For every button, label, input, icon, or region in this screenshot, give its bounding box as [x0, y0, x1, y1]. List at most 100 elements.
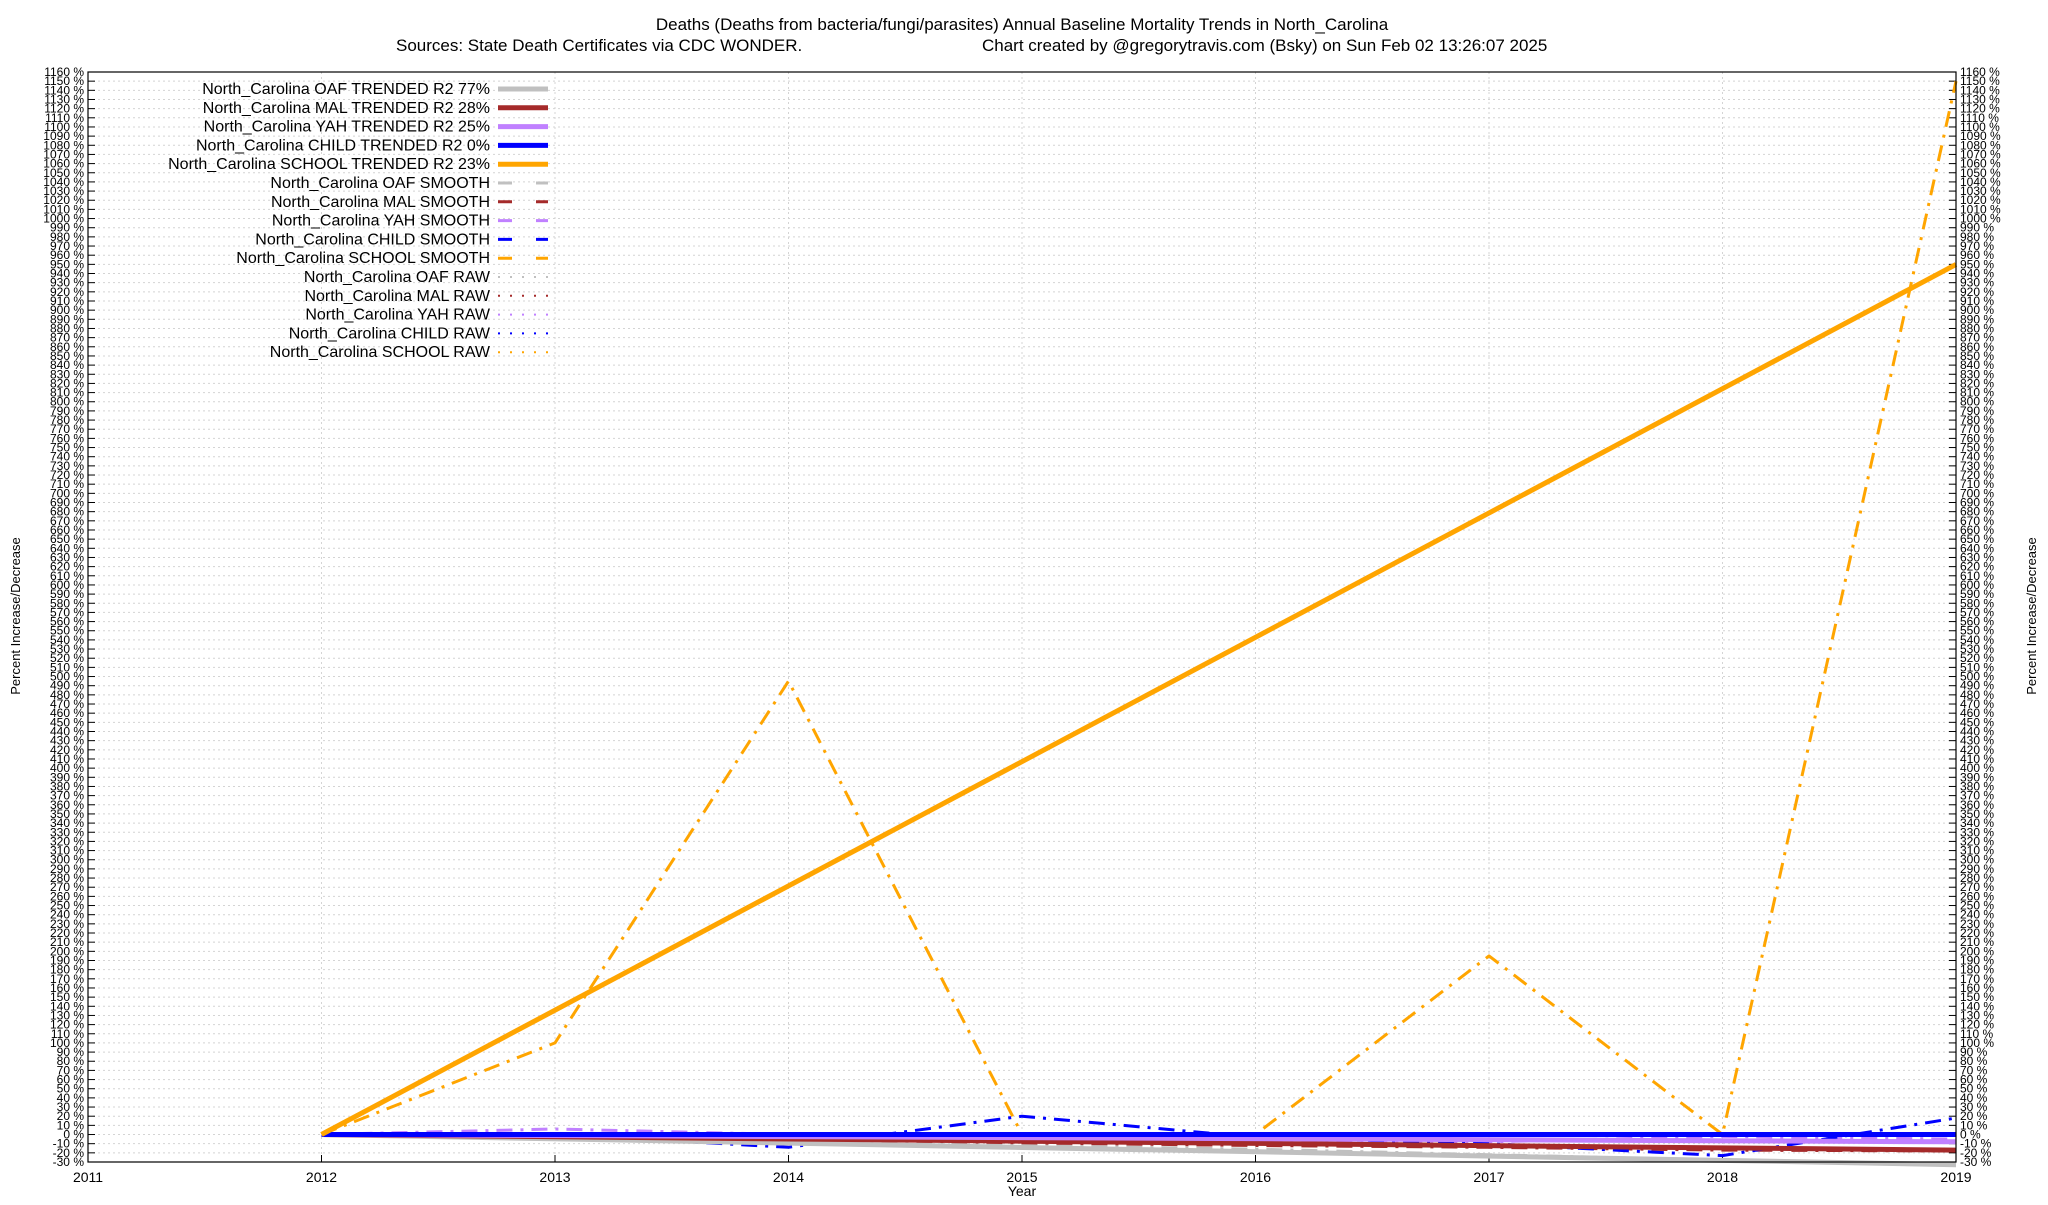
y-axis-label: Percent Increase/Decrease: [8, 537, 23, 695]
y-tick-label: 360 %: [50, 798, 84, 812]
y-tick-label: 660 %: [50, 523, 84, 537]
y-tick-label-right: 100 %: [1960, 1036, 1994, 1050]
y-tick-label-right: 260 %: [1960, 889, 1994, 903]
y-tick-label: 1040 %: [43, 175, 84, 189]
y-tick-label: 800 %: [50, 395, 84, 409]
y-tick-label-right: 590 %: [1960, 587, 1994, 601]
y-tick-label: 1020 %: [43, 193, 84, 207]
y-tick-label-right: 830 %: [1960, 367, 1994, 381]
y-tick-label: 970 %: [50, 239, 84, 253]
y-tick-label: 10 %: [57, 1118, 85, 1132]
y-tick-label: 240 %: [50, 908, 84, 922]
y-tick-label: 200 %: [50, 944, 84, 958]
y-tick-label: 920 %: [50, 285, 84, 299]
y-tick-label: 320 %: [50, 834, 84, 848]
y-axis-label-right: Percent Increase/Decrease: [2024, 537, 2039, 695]
y-tick-label: 860 %: [50, 340, 84, 354]
y-tick-label-right: 150 %: [1960, 990, 1994, 1004]
y-tick-label-right: 600 %: [1960, 578, 1994, 592]
y-tick-label: 600 %: [50, 578, 84, 592]
y-tick-label: 500 %: [50, 670, 84, 684]
y-tick-label-right: 720 %: [1960, 468, 1994, 482]
y-tick-label: 340 %: [50, 816, 84, 830]
series-line-child-smooth: [321, 1114, 1957, 1158]
legend-label: North_Carolina SCHOOL RAW: [270, 344, 491, 361]
y-tick-label: 1010 %: [43, 202, 84, 216]
y-tick-label-right: 330 %: [1960, 825, 1994, 839]
y-tick-label: 850 %: [50, 349, 84, 363]
y-tick-label-right: 220 %: [1960, 926, 1994, 940]
y-tick-label: 520 %: [50, 651, 84, 665]
x-tick-label: 2019: [1940, 1169, 1971, 1185]
y-tick-label: 310 %: [50, 844, 84, 858]
y-tick-label-right: 710 %: [1960, 477, 1994, 491]
y-tick-label-right: 510 %: [1960, 660, 1994, 674]
y-tick-label-right: 1080 %: [1960, 138, 2001, 152]
y-tick-label-right: 70 %: [1960, 1063, 1988, 1077]
y-tick-label-right: 870 %: [1960, 331, 1994, 345]
y-tick-label: 740 %: [50, 450, 84, 464]
y-tick-label-right: 1140 %: [1960, 83, 2000, 97]
y-tick-label-right: 550 %: [1960, 624, 1994, 638]
y-tick-label: 700 %: [50, 486, 84, 500]
y-tick-label: 450 %: [50, 715, 84, 729]
y-tick-label-right: 650 %: [1960, 532, 1994, 546]
y-tick-label: 440 %: [50, 724, 84, 738]
y-tick-label-right: 610 %: [1960, 569, 1994, 583]
y-tick-label-right: 1050 %: [1960, 166, 2001, 180]
y-tick-label: 610 %: [50, 569, 84, 583]
y-tick-label-right: 50 %: [1960, 1082, 1988, 1096]
y-tick-label-right: 430 %: [1960, 734, 1994, 748]
legend-label: North_Carolina YAH SMOOTH: [272, 213, 490, 230]
y-tick-label: 460 %: [50, 706, 84, 720]
y-tick-label: 380 %: [50, 779, 84, 793]
y-tick-label-right: 130 %: [1960, 1008, 1994, 1022]
y-tick-label-right: 840 %: [1960, 358, 1994, 372]
y-tick-label-right: 980 %: [1960, 230, 1994, 244]
x-tick-label: 2017: [1473, 1169, 1504, 1185]
y-tick-label: 690 %: [50, 496, 84, 510]
y-tick-label-right: 580 %: [1960, 596, 1994, 610]
y-tick-label-right: 1020 %: [1960, 193, 2001, 207]
y-tick-label-right: 460 %: [1960, 706, 1994, 720]
legend-label: North_Carolina SCHOOL SMOOTH: [236, 250, 490, 267]
y-tick-label-right: 1040 %: [1960, 175, 2001, 189]
y-tick-label: 780 %: [50, 413, 84, 427]
y-tick-label: 890 %: [50, 312, 84, 326]
y-tick-label: 820 %: [50, 376, 84, 390]
y-tick-label: 720 %: [50, 468, 84, 482]
y-tick-label: 270 %: [50, 880, 84, 894]
y-tick-label-right: 380 %: [1960, 779, 1994, 793]
x-tick-label: 2012: [306, 1169, 337, 1185]
y-tick-label-right: 900 %: [1960, 303, 1994, 317]
chart-subtitle-left: Sources: State Death Certificates via CD…: [396, 36, 802, 55]
y-tick-label: 830 %: [50, 367, 84, 381]
y-tick-label: 280 %: [50, 871, 84, 885]
y-tick-label-right: 1010 %: [1960, 202, 2001, 216]
y-tick-label: 790 %: [50, 404, 84, 418]
y-tick-label-right: 1130 %: [1960, 92, 2000, 106]
y-tick-label: 560 %: [50, 615, 84, 629]
x-tick-label: 2011: [73, 1169, 103, 1185]
y-tick-label-right: 810 %: [1960, 386, 1994, 400]
y-tick-label: 940 %: [50, 267, 84, 281]
y-tick-label: 220 %: [50, 926, 84, 940]
y-tick-label: 770 %: [50, 422, 84, 436]
y-tick-label: 1090 %: [43, 129, 84, 143]
y-tick-label: 950 %: [50, 257, 84, 271]
y-tick-label: 40 %: [57, 1091, 85, 1105]
x-tick-label: 2018: [1707, 1169, 1738, 1185]
y-tick-label: 1120 %: [44, 102, 84, 116]
y-tick-label: 640 %: [50, 541, 84, 555]
y-tick-label-right: 340 %: [1960, 816, 1994, 830]
y-tick-label-right: 390 %: [1960, 770, 1994, 784]
y-tick-label: 180 %: [50, 963, 84, 977]
legend-label: North_Carolina CHILD TRENDED R2 0%: [196, 137, 490, 154]
y-tick-label-right: 1000 %: [1960, 212, 2001, 226]
y-tick-label-right: 910 %: [1960, 294, 1994, 308]
y-tick-label: 160 %: [50, 981, 84, 995]
y-tick-label-right: 850 %: [1960, 349, 1994, 363]
y-tick-label: 550 %: [50, 624, 84, 638]
y-tick-label-right: 570 %: [1960, 605, 1994, 619]
